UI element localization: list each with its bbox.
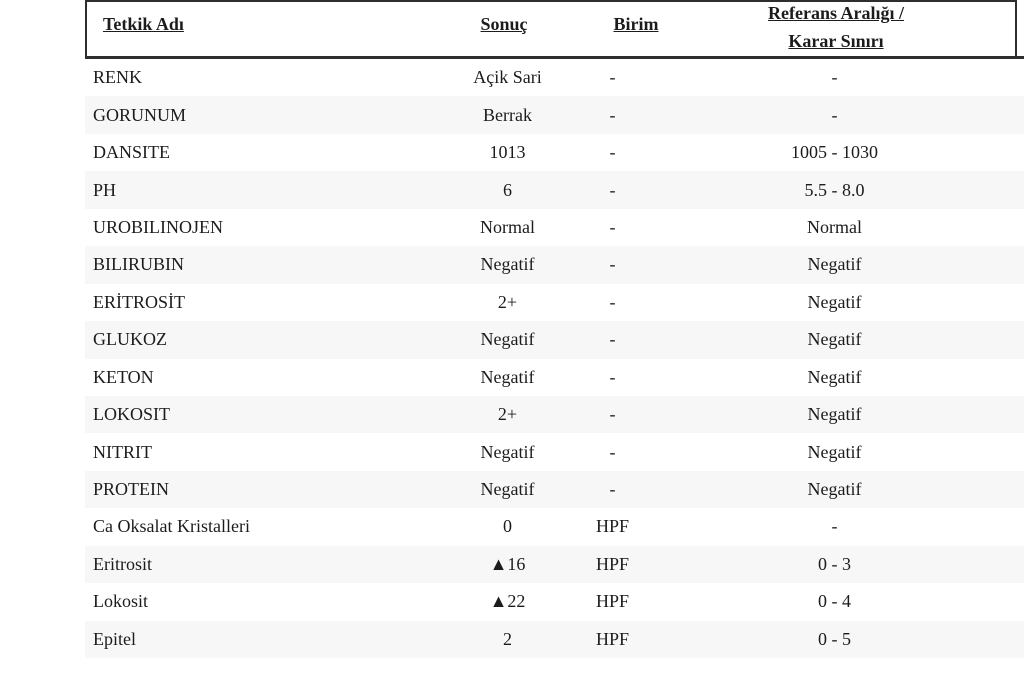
- test-unit: -: [609, 104, 616, 125]
- test-result: 2+: [497, 291, 518, 312]
- test-result: ▲22: [489, 591, 526, 612]
- test-unit: -: [609, 142, 616, 163]
- test-name: ERİTROSİT: [93, 291, 185, 312]
- test-result: 2: [503, 628, 512, 649]
- test-name: LOKOSIT: [93, 404, 170, 425]
- table-row: GORUNUM Berrak - -: [85, 96, 1024, 134]
- test-reference: Negatif: [807, 366, 862, 387]
- test-unit: -: [609, 366, 616, 387]
- column-header-reference-line2: Karar Sınırı: [788, 31, 884, 51]
- test-name: PH: [93, 179, 117, 200]
- test-result: 2+: [497, 404, 518, 425]
- test-result: Berrak: [483, 104, 532, 125]
- header-divider-rule: [85, 56, 1024, 59]
- results-table-body: RENK Açik Sari - - GORUNUM Berrak - - DANSITE 101…: [85, 59, 1024, 658]
- table-row: LOKOSIT 2+ - Negatif: [85, 395, 1024, 434]
- test-name: Ca Oksalat Kristalleri: [93, 516, 250, 537]
- test-name: BILIRUBIN: [93, 254, 184, 275]
- test-unit: HPF: [595, 516, 630, 537]
- test-unit: -: [609, 291, 616, 312]
- test-reference: 5.5 - 8.0: [804, 179, 865, 200]
- test-name: NITRIT: [93, 441, 152, 462]
- test-reference: Negatif: [807, 329, 862, 350]
- test-reference: Negatif: [807, 479, 862, 500]
- table-row: Lokosit ▲22 HPF 0 - 4: [85, 583, 1024, 620]
- table-row: Ca Oksalat Kristalleri 0 HPF -: [85, 508, 1024, 545]
- test-unit: -: [609, 329, 616, 350]
- test-result: 1013: [489, 142, 526, 163]
- test-name: KETON: [93, 366, 154, 387]
- test-result: 6: [503, 179, 512, 200]
- test-unit: -: [609, 441, 616, 462]
- test-name: DANSITE: [93, 142, 170, 163]
- column-header-result: Sonuç: [480, 14, 528, 34]
- test-reference: -: [831, 516, 838, 537]
- test-reference: -: [831, 104, 838, 125]
- test-reference: Negatif: [807, 404, 862, 425]
- test-reference: 0 - 3: [818, 553, 851, 574]
- column-header-test-name: Tetkik Adı: [103, 14, 184, 34]
- table-row: DANSITE 1013 - 1005 - 1030: [85, 134, 1024, 171]
- test-name: PROTEIN: [93, 479, 169, 500]
- test-unit: -: [609, 216, 616, 237]
- test-result: Normal: [480, 216, 535, 237]
- table-row: PH 6 - 5.5 - 8.0: [85, 171, 1024, 209]
- test-reference: Negatif: [807, 441, 862, 462]
- test-result: ▲16: [489, 553, 526, 574]
- test-name: GORUNUM: [93, 104, 187, 125]
- test-reference: Negatif: [807, 291, 862, 312]
- table-row: GLUKOZ Negatif - Negatif: [85, 321, 1024, 359]
- table-row: NITRIT Negatif - Negatif: [85, 433, 1024, 470]
- test-unit: -: [609, 179, 616, 200]
- table-row: PROTEIN Negatif - Negatif: [85, 470, 1024, 509]
- table-row: Eritrosit ▲16 HPF 0 - 3: [85, 545, 1024, 584]
- test-result: Negatif: [480, 441, 535, 462]
- table-row: RENK Açik Sari - -: [85, 59, 1024, 96]
- test-reference: Negatif: [807, 254, 862, 275]
- test-name: Eritrosit: [93, 553, 152, 574]
- test-result: 0: [503, 516, 512, 537]
- test-name: UROBILINOJEN: [93, 216, 223, 237]
- test-result: Negatif: [480, 366, 535, 387]
- test-reference: Normal: [807, 216, 862, 237]
- test-unit: -: [609, 404, 616, 425]
- test-result: Negatif: [480, 329, 535, 350]
- test-name: GLUKOZ: [93, 329, 167, 350]
- test-unit: HPF: [595, 553, 630, 574]
- table-row: ERİTROSİT 2+ - Negatif: [85, 284, 1024, 321]
- table-row: Epitel 2 HPF 0 - 5: [85, 620, 1024, 658]
- table-row: BILIRUBIN Negatif - Negatif: [85, 246, 1024, 284]
- test-unit: HPF: [595, 591, 630, 612]
- test-result: Negatif: [480, 479, 535, 500]
- table-header-box: [85, 0, 1017, 57]
- test-name: Epitel: [93, 628, 136, 649]
- test-reference: -: [831, 67, 838, 88]
- test-unit: -: [609, 254, 616, 275]
- column-header-unit: Birim: [613, 14, 659, 34]
- column-header-reference-line1: Referans Aralığı /: [768, 3, 904, 23]
- test-reference: 0 - 4: [818, 591, 851, 612]
- test-unit: HPF: [595, 628, 630, 649]
- test-result: Açik Sari: [473, 67, 542, 88]
- test-reference: 1005 - 1030: [791, 142, 878, 163]
- test-result: Negatif: [480, 254, 535, 275]
- test-name: RENK: [93, 67, 142, 88]
- test-unit: -: [609, 479, 616, 500]
- test-name: Lokosit: [93, 591, 149, 612]
- test-unit: -: [609, 67, 616, 88]
- table-row: UROBILINOJEN Normal - Normal: [85, 209, 1024, 246]
- table-row: KETON Negatif - Negatif: [85, 359, 1024, 396]
- test-reference: 0 - 5: [818, 628, 851, 649]
